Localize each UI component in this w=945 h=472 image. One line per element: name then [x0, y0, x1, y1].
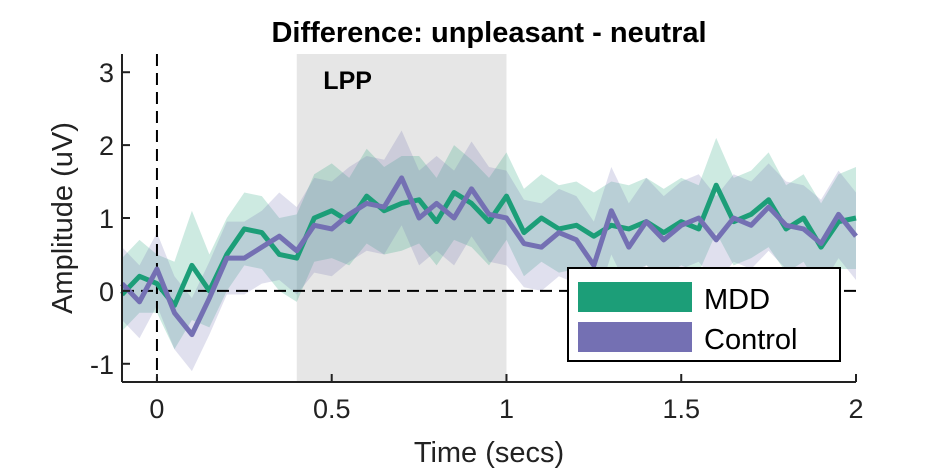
- legend-swatch-mdd: [578, 282, 692, 312]
- y-tick-label: 2: [99, 131, 114, 161]
- x-tick-label: 1.5: [662, 394, 700, 424]
- chart-title: Difference: unpleasant - neutral: [271, 17, 706, 49]
- lpp-shaded-region: [296, 54, 507, 382]
- x-tick-label: 0.5: [313, 394, 351, 424]
- legend-swatch-control: [578, 322, 692, 352]
- y-axis-label: Amplitude (uV): [47, 122, 79, 314]
- band-control: [122, 130, 856, 372]
- y-tick-label: 3: [99, 58, 114, 88]
- x-tick-label: 2: [848, 394, 863, 424]
- x-tick-label: 1: [499, 394, 514, 424]
- y-tick-label: 0: [99, 277, 114, 307]
- shaded-region-layer: LPP: [296, 54, 507, 382]
- legend: MDD Control: [567, 267, 841, 362]
- axes: 0 0.5 1 1.5 2 -1 0 1 2 3: [90, 54, 864, 424]
- y-tick-label: -1: [90, 350, 114, 380]
- line-control: [120, 175, 858, 338]
- legend-label-control: Control: [704, 324, 798, 356]
- confidence-bands: [122, 130, 856, 372]
- x-tick-label: 0: [149, 394, 164, 424]
- band-mdd: [122, 137, 856, 350]
- y-tick-label: 1: [99, 204, 114, 234]
- lpp-region-label: LPP: [323, 67, 372, 95]
- series-lines: [120, 175, 858, 338]
- legend-label-mdd: MDD: [704, 284, 770, 316]
- x-axis-label: Time (secs): [414, 437, 564, 469]
